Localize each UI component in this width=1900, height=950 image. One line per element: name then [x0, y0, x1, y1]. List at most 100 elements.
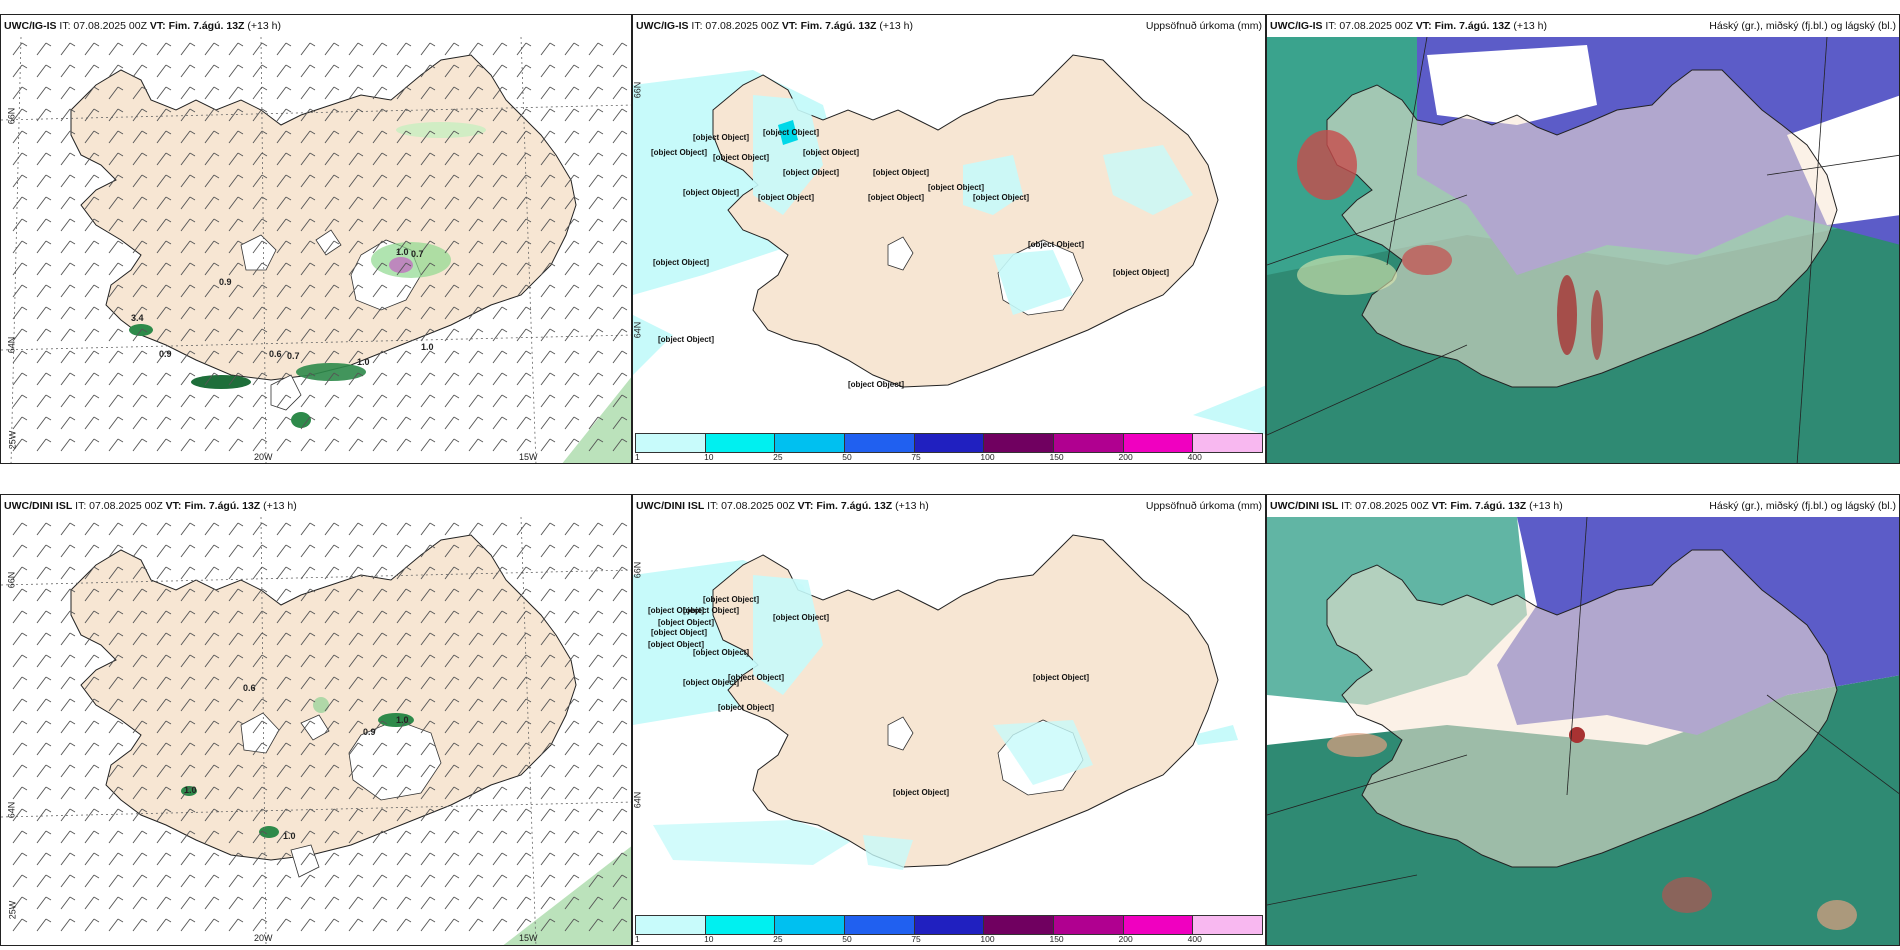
- wind-barb-flag: [309, 874, 316, 879]
- wind-barb-flag: [429, 240, 436, 245]
- wind-barb-flag: [165, 676, 172, 681]
- wind-barb: [60, 152, 71, 166]
- value-label: 1.0: [396, 715, 409, 725]
- wind-barb-flag: [285, 632, 292, 637]
- wind-barb-flag: [285, 196, 292, 201]
- wind-barb: [132, 42, 143, 56]
- wind-barb-flag: [213, 108, 220, 113]
- wind-barb: [204, 654, 215, 668]
- wind-barb: [108, 918, 119, 932]
- wind-barb: [180, 742, 191, 756]
- wind-barb: [492, 918, 503, 932]
- wind-barb-flag: [117, 218, 124, 223]
- wind-barb: [12, 830, 23, 844]
- glacier: [240, 712, 280, 754]
- panel-title: UWC/IG-IS IT: 07.08.2025 00Z VT: Fim. 7.…: [636, 20, 1262, 32]
- wind-barb-flag: [597, 64, 604, 69]
- wind-barb-flag: [117, 130, 124, 135]
- wind-barb-flag: [261, 284, 268, 289]
- wind-barb: [372, 742, 383, 756]
- colorbar-swatch: [1193, 434, 1263, 452]
- wind-barb-flag: [453, 350, 460, 355]
- wind-barb-flag: [189, 262, 196, 267]
- wind-barb: [372, 438, 383, 452]
- wind-barb-flag: [165, 372, 172, 377]
- wind-barb-flag: [141, 632, 148, 637]
- wind-barb: [180, 522, 191, 536]
- wind-barb: [252, 896, 263, 910]
- lon-label: 20W: [254, 452, 273, 462]
- wind-barb: [132, 152, 143, 166]
- wind-barb-flag: [213, 240, 220, 245]
- wind-barb: [348, 350, 359, 364]
- wind-barb-flag: [69, 438, 76, 443]
- wind-barb: [540, 808, 551, 822]
- wind-barb-flag: [429, 108, 436, 113]
- wind-barb: [180, 394, 191, 408]
- wind-barb: [132, 874, 143, 888]
- wind-barb: [372, 698, 383, 712]
- precip-patch: [1103, 145, 1193, 215]
- wind-barb: [564, 896, 575, 910]
- wind-barb: [516, 108, 527, 122]
- wind-barb: [324, 764, 335, 778]
- wind-barb-flag: [237, 676, 244, 681]
- wind-barb: [492, 174, 503, 188]
- wind-barb-flag: [21, 328, 28, 333]
- wind-barb: [204, 108, 215, 122]
- wind-barb: [396, 262, 407, 276]
- wind-barb: [84, 918, 95, 932]
- wind-barb-flag: [525, 896, 532, 901]
- wind-barb-flag: [501, 394, 508, 399]
- wind-barb: [36, 742, 47, 756]
- wind-barb: [204, 196, 215, 210]
- wind-barb-flag: [45, 852, 52, 857]
- wind-barb: [276, 918, 287, 932]
- value-label: 1.0: [396, 247, 409, 257]
- lat-label: 64N: [6, 336, 17, 354]
- wind-barb-flag: [381, 284, 388, 289]
- wind-barb-flag: [189, 64, 196, 69]
- wind-barb: [588, 174, 599, 188]
- wind-barb: [60, 284, 71, 298]
- wind-barb: [492, 588, 503, 602]
- wind-barb: [60, 852, 71, 866]
- wind-barb-flag: [237, 438, 244, 443]
- wind-barb: [132, 306, 143, 320]
- wind-barb: [588, 610, 599, 624]
- wind-barb: [492, 152, 503, 166]
- wind-barb: [612, 874, 623, 888]
- wind-barb: [396, 130, 407, 144]
- wind-barb: [252, 676, 263, 690]
- wind-barb: [108, 218, 119, 232]
- wind-barb-flag: [21, 306, 28, 311]
- wind-barb: [516, 416, 527, 430]
- wind-barb: [132, 896, 143, 910]
- wind-barb-flag: [261, 852, 268, 857]
- wind-barb-flag: [405, 654, 412, 659]
- wind-barb: [564, 152, 575, 166]
- wind-barb-flag: [525, 174, 532, 179]
- wind-barb: [204, 588, 215, 602]
- wind-barb: [588, 632, 599, 646]
- wind-barb: [540, 196, 551, 210]
- wind-barb-flag: [453, 130, 460, 135]
- wind-barb-flag: [405, 350, 412, 355]
- wind-barb-flag: [429, 896, 436, 901]
- wind-barb-flag: [405, 372, 412, 377]
- wind-barb: [228, 394, 239, 408]
- wind-barb: [12, 196, 23, 210]
- wind-barb: [420, 522, 431, 536]
- wind-barb-flag: [381, 174, 388, 179]
- wind-barb: [324, 372, 335, 386]
- wind-barb-flag: [453, 874, 460, 879]
- wind-barb: [84, 262, 95, 276]
- wind-barb: [444, 262, 455, 276]
- wind-barb-flag: [621, 786, 628, 791]
- wind-barb-flag: [285, 394, 292, 399]
- wind-barb-flag: [141, 416, 148, 421]
- wind-barb-flag: [381, 588, 388, 593]
- wind-barb: [420, 240, 431, 254]
- wind-barb: [156, 566, 167, 580]
- wind-barb-flag: [189, 42, 196, 47]
